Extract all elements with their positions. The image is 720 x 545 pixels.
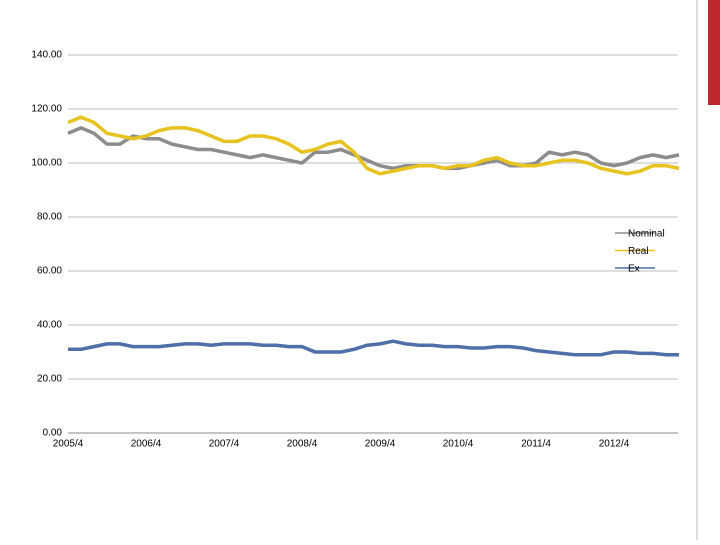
y-tick-label: 20.00 (37, 374, 62, 385)
y-tick-label: 140.00 (31, 50, 62, 61)
y-tick-label: 0.00 (43, 428, 63, 439)
x-tick-label: 2008/4 (287, 439, 318, 450)
x-tick-label: 2007/4 (209, 439, 240, 450)
x-tick-label: 2009/4 (365, 439, 396, 450)
x-tick-label: 2011/4 (521, 439, 551, 450)
y-tick-label: 100.00 (31, 158, 62, 169)
legend-label: Nominal (628, 229, 665, 240)
legend-label: Ex (628, 264, 640, 275)
x-tick-label: 2012/4 (599, 439, 630, 450)
series-line (67, 115, 680, 176)
accent-bar (708, 0, 720, 105)
x-tick-label: 2010/4 (443, 439, 474, 450)
y-tick-label: 60.00 (37, 266, 62, 277)
y-tick-label: 80.00 (37, 212, 62, 223)
x-tick-label: 2006/4 (131, 439, 162, 450)
x-tick-label: 2005/4 (53, 439, 84, 450)
y-tick-label: 40.00 (37, 320, 62, 331)
series-line (68, 339, 679, 357)
y-tick-label: 120.00 (31, 104, 62, 115)
legend-label: Real (628, 246, 649, 257)
series-line (67, 126, 680, 171)
